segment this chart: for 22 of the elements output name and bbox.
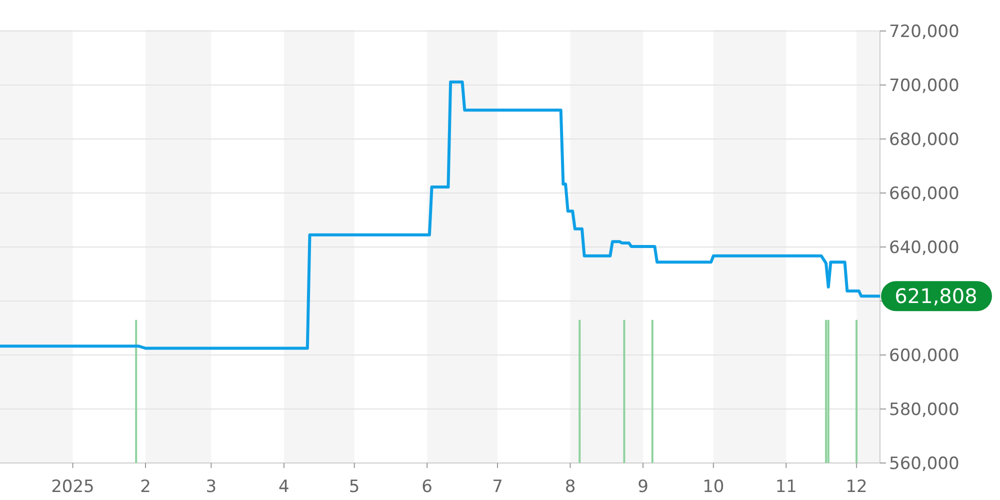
x-tick-label: 2 [140, 477, 151, 497]
x-tick-label: 3 [206, 477, 217, 497]
x-tick-label: 12 [846, 477, 868, 497]
line-series [0, 80, 882, 350]
x-tick-label: 10 [702, 477, 724, 497]
y-tick-label: 640,000 [889, 238, 960, 258]
x-tick-label: 6 [422, 477, 433, 497]
x-tick-label: 11 [775, 477, 797, 497]
x-tick-label: 5 [348, 477, 360, 497]
y-tick-label: 680,000 [889, 130, 960, 150]
y-tick-label: 600,000 [889, 346, 960, 366]
x-tick-label: 2025 [51, 477, 94, 497]
x-tick-label: 8 [564, 477, 576, 497]
y-tick-label: 560,000 [889, 454, 960, 474]
y-tick-label: 660,000 [889, 184, 960, 204]
y-tick-label: 700,000 [889, 76, 960, 96]
y-tick-label: 720,000 [889, 22, 960, 42]
x-tick-label: 9 [638, 477, 648, 497]
x-tick-label: 7 [492, 477, 503, 497]
y-tick-label: 580,000 [889, 400, 960, 420]
x-tick-label: 4 [278, 477, 290, 497]
annotation: 621,808 [894, 284, 978, 308]
